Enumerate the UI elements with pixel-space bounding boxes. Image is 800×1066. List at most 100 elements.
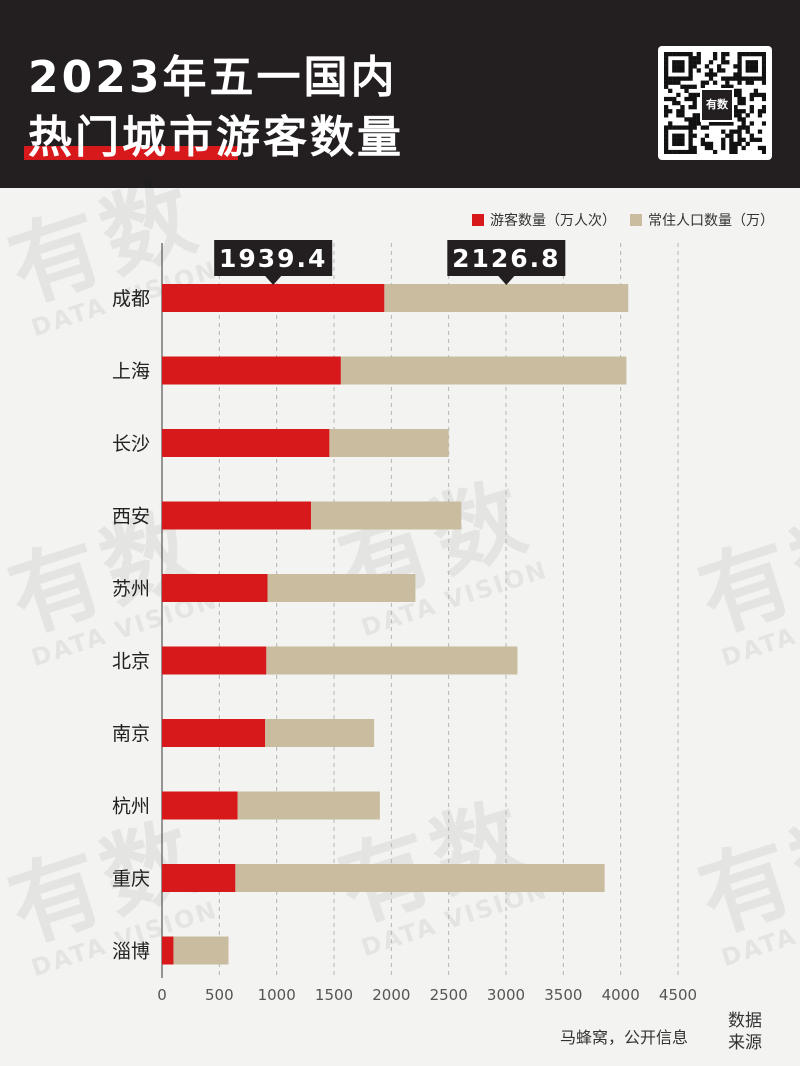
qr-module <box>721 84 726 89</box>
qr-module <box>737 92 742 98</box>
qr-module <box>664 56 669 61</box>
qr-module <box>672 60 677 65</box>
qr-module <box>757 92 763 98</box>
qr-module <box>737 72 742 77</box>
qr-module <box>737 133 742 138</box>
qr-module <box>688 145 693 151</box>
qr-module <box>672 137 677 142</box>
bar-visitors <box>162 936 174 965</box>
qr-module <box>761 52 766 57</box>
qr-module <box>676 52 681 57</box>
qr-module <box>704 80 710 85</box>
qr-module <box>680 105 685 110</box>
qr-module <box>708 68 714 73</box>
qr-module <box>692 100 697 106</box>
bar-population <box>237 791 380 820</box>
bar-population <box>265 719 375 747</box>
qr-module <box>717 68 722 73</box>
qr-module <box>680 133 685 138</box>
qr-module <box>737 129 742 134</box>
qr-module <box>696 117 701 122</box>
qr-module <box>721 141 726 147</box>
x-tick-label: 0 <box>157 986 167 1004</box>
qr-module <box>757 137 763 142</box>
qr-module <box>725 60 730 65</box>
qr-module <box>749 92 754 98</box>
qr-module <box>721 137 726 142</box>
qr-module <box>676 92 681 98</box>
qr-module <box>688 149 693 154</box>
bar-population <box>340 356 627 385</box>
category-label: 北京 <box>112 651 150 673</box>
qr-module <box>733 141 738 147</box>
qr-module <box>733 145 738 151</box>
qr-module <box>688 72 693 77</box>
qr-module <box>692 84 697 89</box>
qr-module <box>761 105 766 110</box>
qr-module <box>761 96 766 102</box>
qr-module <box>708 72 714 77</box>
qr-module <box>692 56 697 61</box>
qr-module <box>737 96 742 102</box>
qr-module <box>676 60 681 65</box>
qr-module <box>676 149 681 154</box>
qr-module <box>725 52 730 57</box>
qr-module <box>672 141 677 147</box>
qr-module <box>761 60 766 65</box>
qr-module <box>733 109 738 114</box>
qr-module <box>745 60 750 65</box>
qr-module <box>729 84 734 89</box>
qr-module <box>761 80 766 85</box>
qr-module <box>680 60 685 65</box>
qr-module <box>664 80 669 85</box>
qr-module <box>676 64 681 69</box>
qr-module <box>721 56 726 61</box>
qr-module <box>664 113 669 118</box>
qr-module <box>688 68 693 73</box>
qr-module <box>684 52 689 57</box>
qr-module <box>688 60 693 65</box>
x-tick-label: 1500 <box>315 986 353 1004</box>
qr-module <box>733 72 738 77</box>
qr-module <box>664 125 669 130</box>
qr-module <box>725 121 730 126</box>
category-label: 淄博 <box>112 941 150 963</box>
qr-module <box>733 149 738 154</box>
qr-module <box>761 56 766 61</box>
qr-code-icon <box>664 52 766 154</box>
qr-module <box>761 145 766 151</box>
qr-module <box>696 56 701 61</box>
qr-module <box>757 129 763 134</box>
qr-module <box>761 76 766 81</box>
qr-module <box>741 52 746 57</box>
bar-population <box>329 429 449 457</box>
qr-module <box>757 52 763 57</box>
qr-module <box>688 92 693 98</box>
qr-module <box>721 76 726 81</box>
qr-module <box>696 92 701 98</box>
bar-visitors <box>162 356 341 385</box>
bar-visitors <box>162 719 266 747</box>
qr-module <box>708 76 714 81</box>
qr-module <box>733 76 738 81</box>
bar-visitors <box>162 574 268 602</box>
chart-legend: 游客数量（万人次） 常住人口数量（万） <box>472 210 774 230</box>
qr-module <box>741 100 746 106</box>
category-label: 苏州 <box>112 578 150 600</box>
qr-module <box>664 64 669 69</box>
qr-module <box>676 76 681 81</box>
qr-module <box>700 80 705 85</box>
qr-module <box>704 64 710 69</box>
qr-module <box>688 125 693 130</box>
qr-module <box>737 141 742 147</box>
x-tick-label: 4500 <box>659 986 697 1004</box>
legend-item-visitors: 游客数量（万人次） <box>472 210 616 230</box>
x-tick-label: 2000 <box>372 986 410 1004</box>
qr-module <box>664 129 669 134</box>
qr-module <box>692 117 697 122</box>
category-label: 南京 <box>112 723 150 745</box>
annotation-box <box>447 240 566 276</box>
bar-population <box>235 864 605 892</box>
qr-module <box>712 80 718 85</box>
qr-module <box>708 121 714 126</box>
